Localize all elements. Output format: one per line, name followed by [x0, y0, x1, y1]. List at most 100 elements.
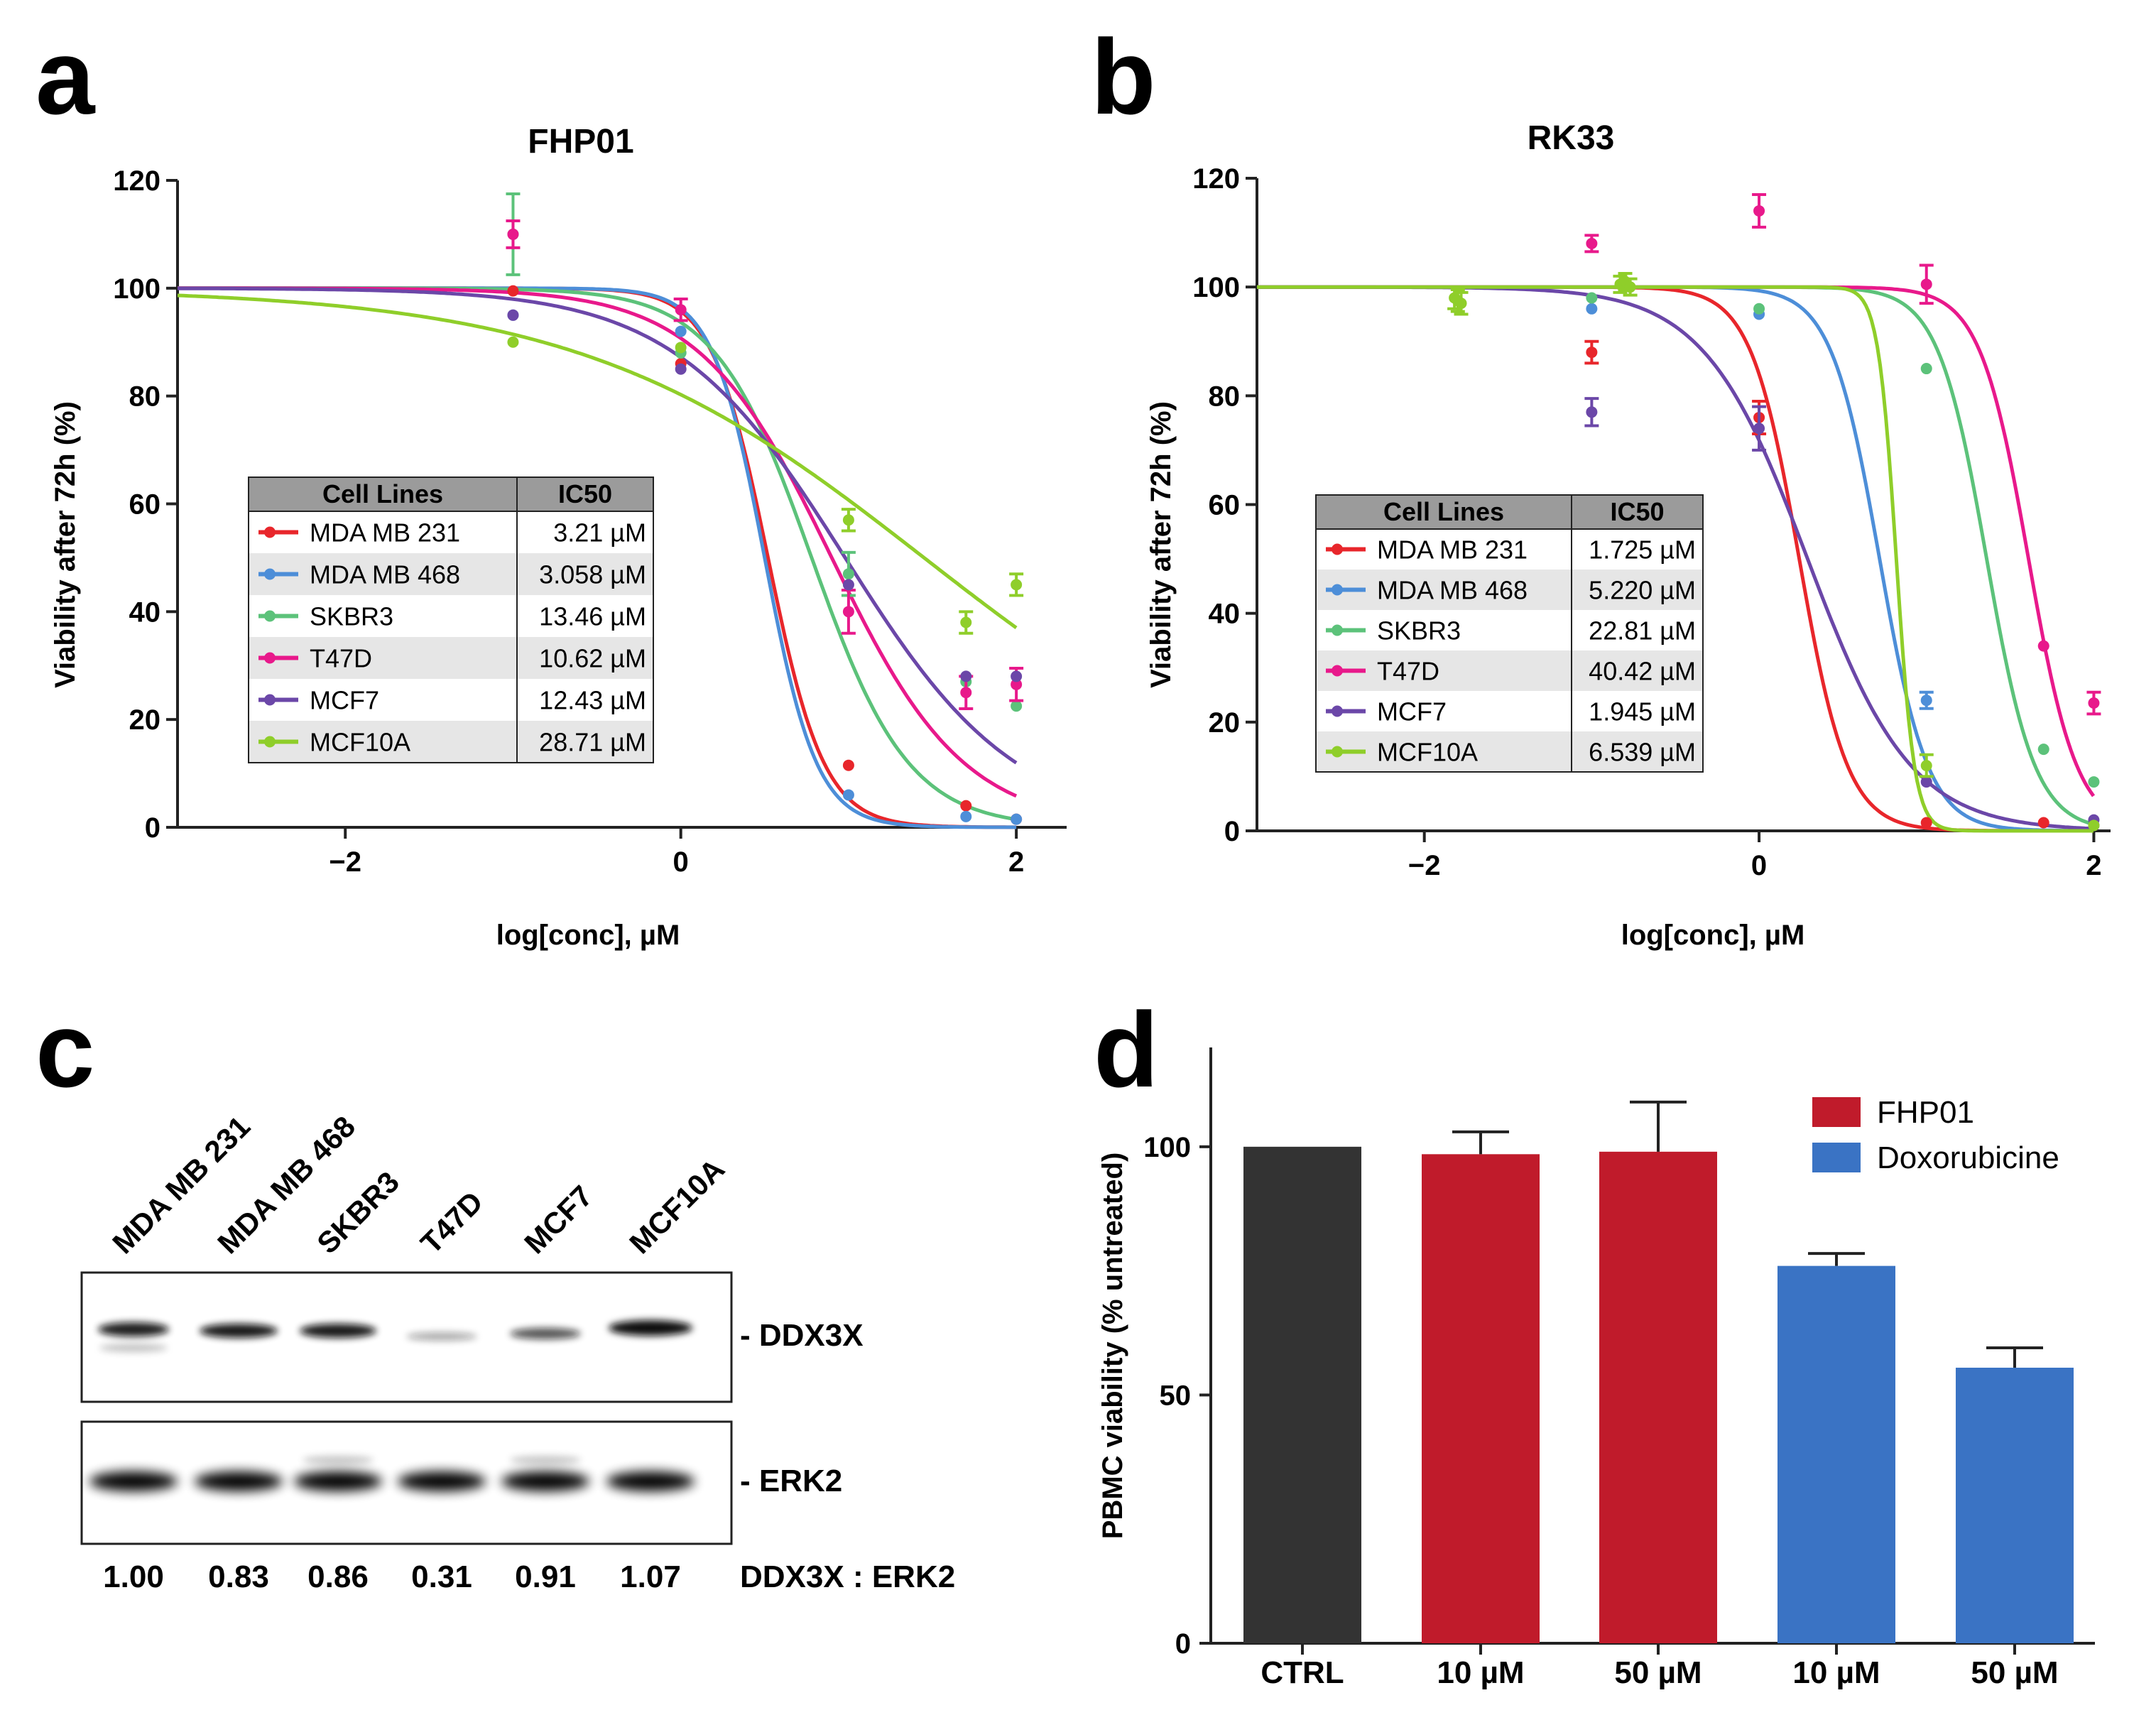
table-ic50-value: 1.725 µM — [1589, 535, 1696, 565]
table-cell-line-name: MDA MB 231 — [310, 518, 460, 548]
data-point — [842, 789, 854, 801]
table-cell-line-name: MDA MB 468 — [1377, 576, 1528, 605]
table-cell-line-name: SKBR3 — [310, 602, 393, 631]
data-point — [1920, 817, 1932, 829]
data-point — [507, 228, 519, 240]
y-tick-label: 60 — [129, 489, 161, 521]
legend-swatch-dot — [1332, 584, 1343, 596]
data-point — [675, 325, 687, 337]
data-point — [1920, 363, 1932, 375]
ddx3x-band-faint — [99, 1344, 168, 1352]
blot-ratio-value: 0.31 — [411, 1559, 472, 1594]
table-cell-line-name: MCF10A — [310, 728, 410, 757]
table-row-shade — [1316, 570, 1703, 610]
data-point — [507, 336, 519, 348]
data-point — [960, 670, 972, 682]
panel-a-dose-response: FHP01 Viability after 72h (%) log[conc],… — [50, 123, 1067, 951]
panel-b-xlabel: log[conc], µM — [1621, 920, 1805, 951]
data-point — [960, 810, 972, 822]
erk2-band-faint — [510, 1456, 581, 1464]
legend-swatch — [1812, 1143, 1861, 1172]
data-point — [1586, 406, 1598, 418]
data-point — [1455, 298, 1467, 310]
data-point — [960, 616, 972, 628]
data-point — [1624, 281, 1636, 293]
y-tick-label: 0 — [145, 812, 160, 844]
y-tick-label: 80 — [1209, 381, 1241, 412]
bar — [1599, 1151, 1717, 1643]
x-tick-label: 2 — [2086, 850, 2101, 881]
panel-a-xlabel: log[conc], µM — [496, 920, 680, 951]
erk2-band — [501, 1471, 589, 1491]
table-cell-line-name: SKBR3 — [1377, 616, 1461, 646]
data-point — [842, 579, 854, 591]
panel-letter-d: d — [1094, 990, 1159, 1109]
data-point — [507, 309, 519, 321]
table-ic50-value: 3.058 µM — [539, 560, 646, 589]
table-header-ic50: IC50 — [1610, 497, 1664, 526]
blot-ratio-value: 1.07 — [620, 1559, 681, 1594]
blot-ddx3x-label: - DDX3X — [740, 1318, 864, 1353]
data-point — [2088, 697, 2100, 709]
erk2-band — [606, 1471, 695, 1491]
panel-b-ic50-table: Cell Lines IC50 MDA MB 231 1.725 µM MDA MB 4… — [1315, 494, 1704, 773]
legend-label: Doxorubicine — [1877, 1140, 2059, 1175]
data-point — [1586, 237, 1598, 249]
data-point — [507, 285, 519, 297]
blot-ratios: 1.00 0.83 0.86 0.31 0.91 1.07 — [103, 1559, 681, 1594]
blot-erk2-label: - ERK2 — [740, 1464, 842, 1498]
panel-b-points — [1447, 192, 2101, 832]
data-point — [2088, 776, 2100, 788]
panel-a-points — [506, 192, 1024, 825]
panel-a-ic50-table: Cell Lines IC50 MDA MB 231 3.21 µM MDA MB 46… — [248, 476, 654, 763]
fit-curve-mcf10a — [177, 293, 1018, 630]
data-point — [2037, 817, 2049, 829]
data-point — [960, 800, 972, 812]
legend-swatch-dot — [264, 568, 276, 580]
data-point — [842, 514, 854, 526]
data-point — [1011, 579, 1023, 591]
table-header-cell-lines: Cell Lines — [1383, 497, 1504, 526]
ddx3x-band — [510, 1328, 581, 1339]
y-tick-label: 100 — [113, 273, 160, 305]
y-tick-label: 20 — [1209, 707, 1241, 739]
data-point — [1586, 303, 1598, 315]
x-tick-label: 2 — [1008, 846, 1024, 878]
data-point — [1920, 278, 1932, 290]
y-tick-label: 120 — [1192, 163, 1240, 195]
table-ic50-value: 22.81 µM — [1589, 616, 1696, 646]
y-tick-label: 0 — [1175, 1628, 1191, 1660]
ddx3x-band — [300, 1324, 376, 1338]
table-cell-line-name: MDA MB 468 — [310, 560, 460, 589]
data-point — [1753, 423, 1765, 435]
panel-letter-b: b — [1091, 17, 1156, 136]
x-tick-label: −2 — [1408, 850, 1441, 881]
data-point — [1011, 678, 1023, 690]
blot-ddx3x-membrane — [80, 1271, 733, 1403]
panel-b-title: RK33 — [1528, 119, 1615, 157]
data-point — [2037, 640, 2049, 652]
data-point — [842, 568, 854, 580]
legend-swatch-dot — [264, 526, 276, 538]
panel-b-ylabel: Viability after 72h (%) — [1145, 401, 1177, 688]
legend-swatch-dot — [264, 694, 276, 706]
table-ic50-value: 3.21 µM — [553, 518, 646, 548]
panel-d-bars — [1243, 1100, 2074, 1643]
panel-d-bar-chart: PBMC viability (% untreated) 0 50 100 CTRL 1… — [1097, 1047, 2095, 1690]
legend-swatch-dot — [264, 610, 276, 622]
table-row-shade — [249, 721, 653, 763]
data-point — [1753, 303, 1765, 315]
table-cell-line-name: T47D — [1377, 657, 1439, 686]
x-category-label: CTRL — [1261, 1655, 1344, 1690]
data-point — [675, 363, 687, 375]
y-tick-label: 100 — [1143, 1132, 1191, 1163]
panel-b-dose-response: RK33 Viability after 72h (%) log[conc], … — [1145, 119, 2111, 951]
panel-a-title: FHP01 — [528, 123, 633, 160]
blot-bands — [89, 1320, 695, 1491]
table-cell-line-name: MCF7 — [1377, 697, 1447, 726]
bar — [1422, 1154, 1540, 1643]
x-category-label: 10 µM — [1792, 1655, 1880, 1690]
panel-letter-a: a — [36, 17, 96, 136]
data-point — [1920, 695, 1932, 707]
